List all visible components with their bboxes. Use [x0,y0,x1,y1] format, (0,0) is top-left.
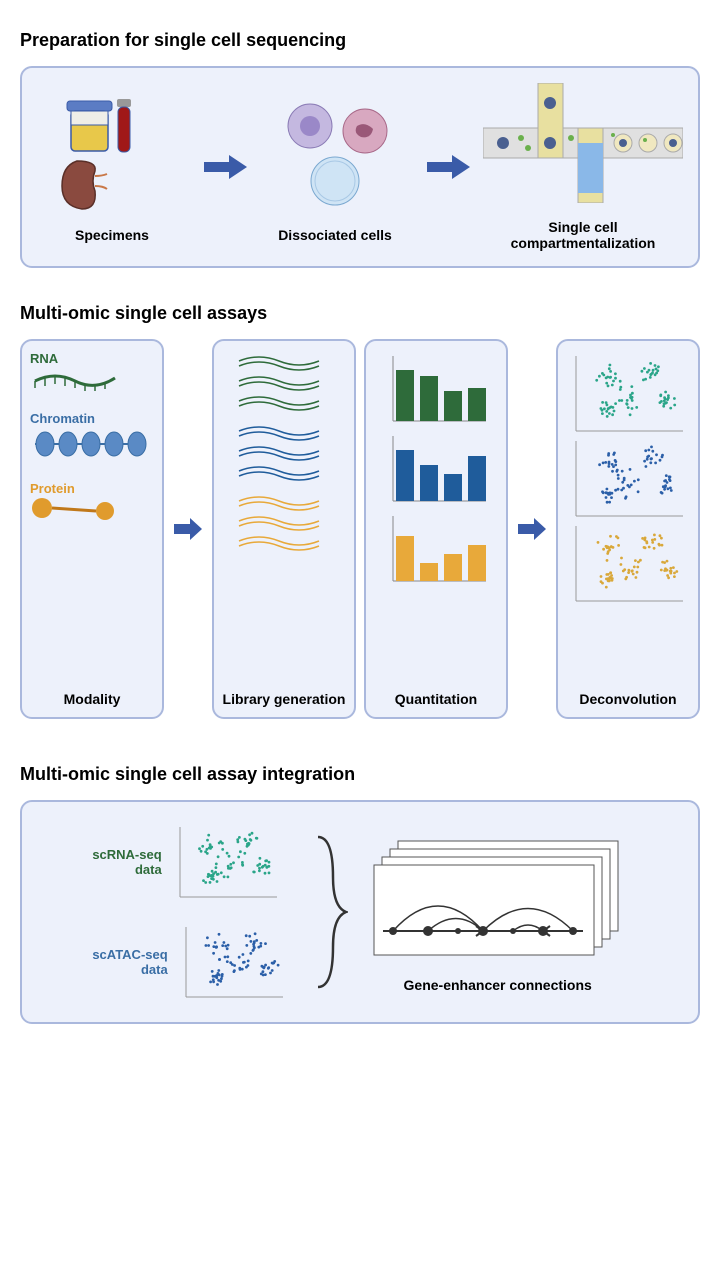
section3-panel: scRNA-seq data scATAC-seq data [20,800,700,1024]
gene-enhancer-label: Gene-enhancer connections [404,977,592,993]
library-panel: Library generation [212,339,356,719]
arrow-icon [199,152,249,182]
arrow-icon [422,152,472,182]
section1-title: Preparation for single cell sequencing [20,30,700,51]
barchart-rna [381,351,491,431]
compartmentalization-col: Single cell compartmentalization [483,83,683,251]
gene-enhancer-icon [368,831,628,961]
brace-icon [308,827,348,997]
scatter-rna [568,351,688,436]
scatter-chromatin [568,436,688,521]
rna-label: RNA [30,351,58,366]
scatac-label: scATAC-seq data [92,947,167,977]
section3-title: Multi-omic single cell assay integration [20,764,700,785]
quant-panel: Quantitation [364,339,508,719]
protein-label: Protein [30,481,75,496]
specimens-icon [47,91,177,211]
specimens-label: Specimens [75,227,149,243]
library-protein-icon [229,491,339,561]
section1-panel: Specimens Dissociated cells [20,66,700,268]
specimens-col: Specimens [37,91,187,243]
cells-icon [265,91,405,211]
arrow-icon [516,516,548,542]
modality-col-label: Modality [64,691,121,707]
microfluidics-icon [483,83,683,203]
library-chromatin-icon [229,421,339,491]
rna-icon [30,366,130,391]
scatter-scatac [178,922,288,1002]
modality-panel: RNA Chromatin Protein Modality [20,339,164,719]
section2-row: RNA Chromatin Protein Modality [20,339,700,719]
scatter-scrna [172,822,282,902]
deconv-panel: Deconvolution [556,339,700,719]
protein-icon [30,496,120,521]
chromatin-icon [30,426,150,461]
library-rna-icon [229,351,339,421]
barchart-chromatin [381,431,491,511]
compartmentalization-label: Single cell compartmentalization [511,219,656,251]
scrna-label: scRNA-seq data [92,847,161,877]
quant-col-label: Quantitation [395,691,477,707]
barchart-protein [381,511,491,591]
deconv-col-label: Deconvolution [579,691,676,707]
dissociated-label: Dissociated cells [278,227,392,243]
scatter-protein [568,521,688,606]
library-col-label: Library generation [223,691,346,707]
arrow-icon [172,516,204,542]
section2-title: Multi-omic single cell assays [20,303,700,324]
dissociated-col: Dissociated cells [260,91,410,243]
chromatin-label: Chromatin [30,411,95,426]
